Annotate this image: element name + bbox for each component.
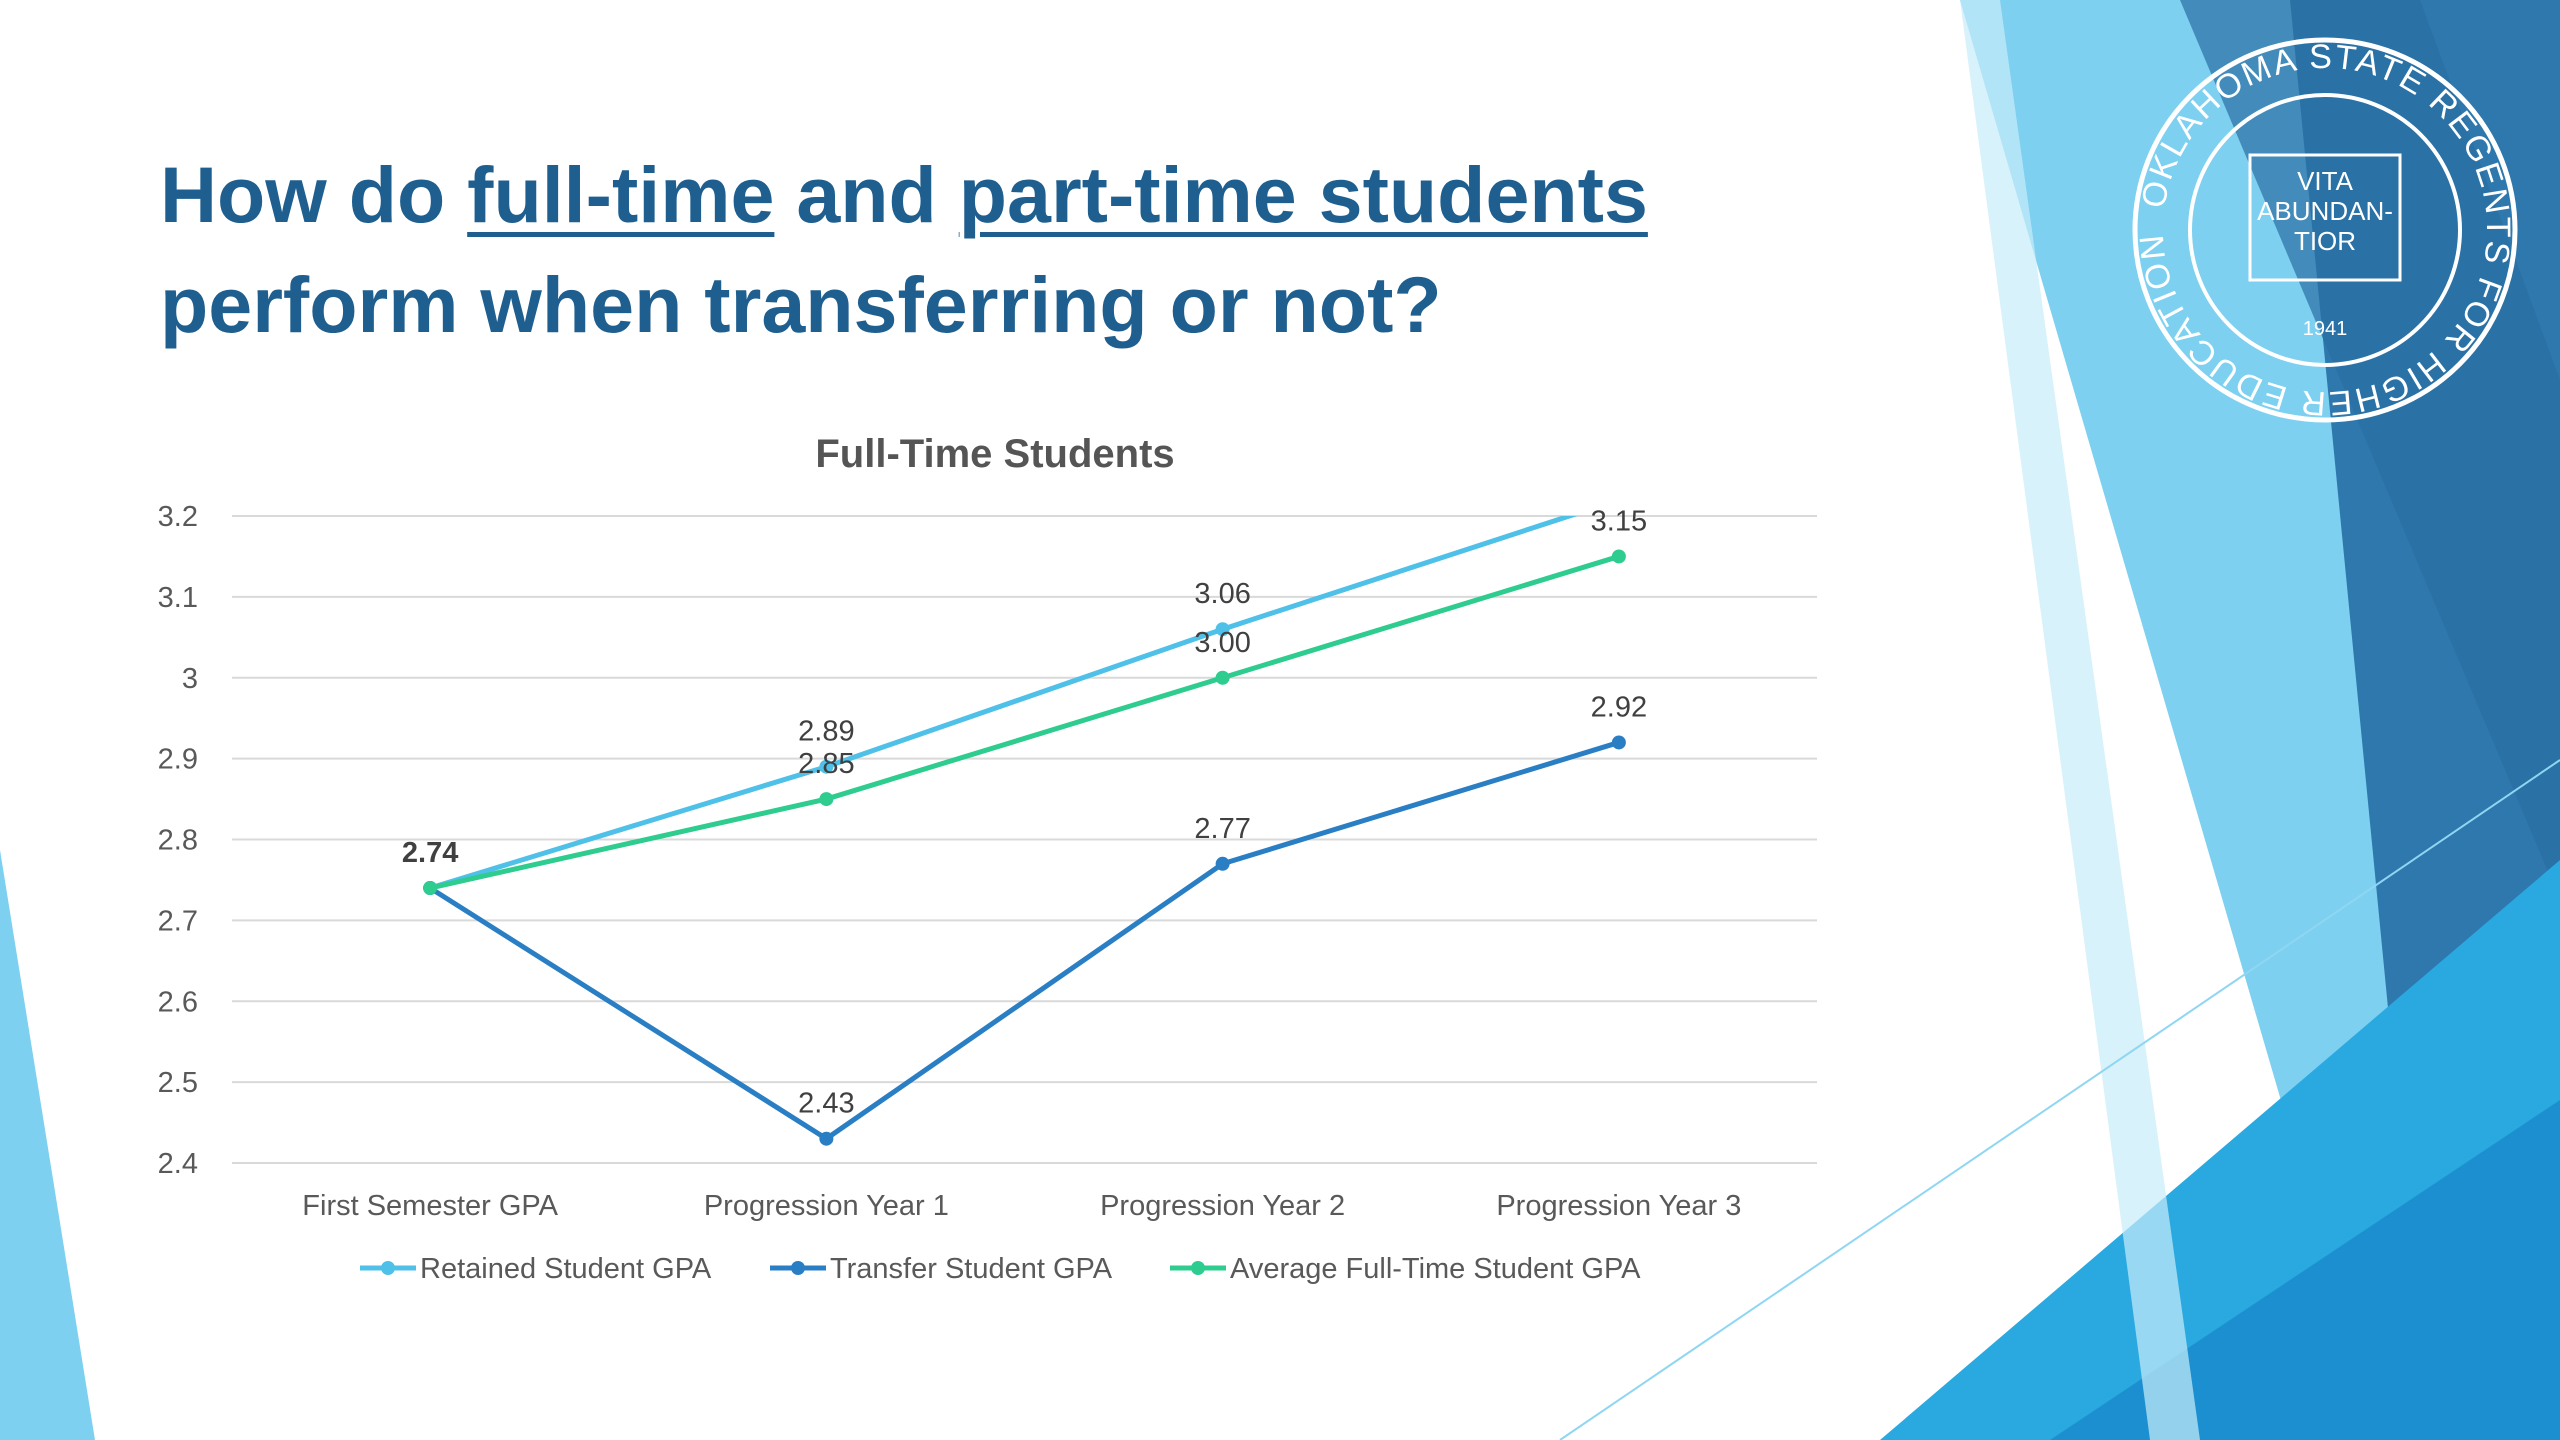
title-text: How do bbox=[160, 150, 468, 239]
data-point bbox=[819, 1131, 834, 1146]
title-underlined-part-time: part-time students bbox=[958, 150, 1648, 239]
x-tick-label: Progression Year 2 bbox=[1100, 1190, 1345, 1222]
data-label: 3.06 bbox=[1194, 578, 1250, 610]
series-1 bbox=[423, 735, 1626, 1146]
series-line bbox=[429, 516, 1578, 891]
legend-marker bbox=[381, 1261, 395, 1275]
series-0 bbox=[423, 516, 1578, 896]
data-point bbox=[1215, 622, 1230, 637]
svg-text:VITA: VITA bbox=[2297, 166, 2354, 196]
x-tick-label: First Semester GPA bbox=[302, 1190, 558, 1222]
data-label: 3.15 bbox=[1591, 505, 1647, 537]
title-underlined-full-time: full-time bbox=[467, 150, 775, 239]
y-tick-label: 3.1 bbox=[158, 582, 198, 614]
svg-text:TIOR: TIOR bbox=[2294, 226, 2356, 256]
y-tick-label: 2.6 bbox=[158, 986, 198, 1018]
x-tick-label: Progression Year 3 bbox=[1496, 1190, 1741, 1222]
data-point bbox=[1611, 549, 1626, 564]
y-tick-label: 2.5 bbox=[158, 1067, 198, 1099]
legend-marker bbox=[791, 1261, 805, 1275]
series-line bbox=[428, 740, 1620, 1142]
title-text: perform when transferring or not? bbox=[160, 260, 1442, 349]
chart-title: Full-Time Students bbox=[815, 432, 1174, 476]
slide-title: How do full-time and part-time students … bbox=[160, 140, 1940, 360]
data-point bbox=[1215, 856, 1230, 871]
svg-text:ABUNDAN-: ABUNDAN- bbox=[2257, 196, 2393, 226]
data-point bbox=[1611, 735, 1626, 750]
y-tick-label: 2.8 bbox=[158, 825, 198, 857]
data-label: 2.43 bbox=[798, 1088, 854, 1120]
legend-label: Retained Student GPA bbox=[420, 1253, 712, 1285]
legend-marker bbox=[1191, 1261, 1205, 1275]
series-line bbox=[429, 554, 1620, 891]
data-label: 2.92 bbox=[1591, 691, 1647, 723]
legend-label: Transfer Student GPA bbox=[830, 1253, 1113, 1285]
data-point bbox=[819, 792, 834, 807]
svg-text:1941: 1941 bbox=[2303, 318, 2348, 340]
data-label: 3.00 bbox=[1194, 627, 1250, 659]
legend-label: Average Full-Time Student GPA bbox=[1230, 1253, 1641, 1285]
data-point bbox=[1215, 670, 1230, 685]
y-tick-label: 3 bbox=[182, 663, 198, 695]
data-label: 2.89 bbox=[798, 716, 854, 748]
title-text: and bbox=[774, 150, 959, 239]
series-2 bbox=[423, 549, 1626, 896]
data-point bbox=[423, 881, 438, 896]
y-tick-label: 2.4 bbox=[158, 1148, 198, 1180]
x-tick-label: Progression Year 1 bbox=[704, 1190, 949, 1222]
y-tick-label: 3.2 bbox=[158, 501, 198, 533]
y-tick-label: 2.9 bbox=[158, 744, 198, 776]
data-label: 2.77 bbox=[1194, 813, 1250, 845]
data-label: 2.85 bbox=[798, 748, 854, 780]
data-label: 2.74 bbox=[402, 837, 458, 869]
oklahoma-regents-seal-logo: OKLAHOMA STATE REGENTS FOR HIGHER EDUCAT… bbox=[2125, 30, 2518, 423]
y-tick-label: 2.7 bbox=[158, 905, 198, 937]
data-point bbox=[819, 759, 834, 774]
